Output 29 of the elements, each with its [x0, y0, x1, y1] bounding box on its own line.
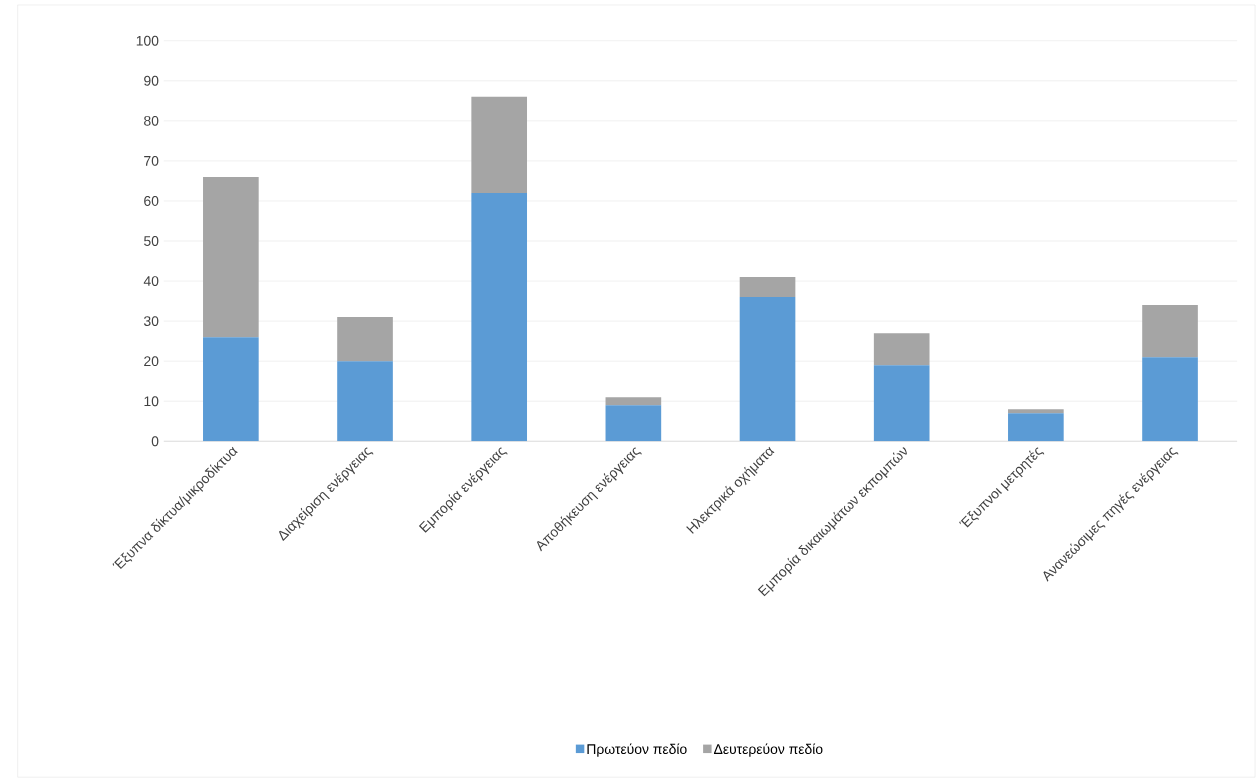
y-tick-label: 40 — [143, 276, 159, 286]
y-tick-label: 50 — [144, 236, 159, 246]
y-tick-label: 90 — [144, 75, 159, 86]
y-tick-label: 70 — [144, 155, 159, 166]
bar — [203, 176, 259, 338]
bar — [1142, 357, 1198, 442]
y-tick-label: 30 — [143, 316, 159, 326]
bar — [203, 337, 259, 442]
y-tick-label: 100 — [136, 35, 159, 46]
bar — [873, 333, 930, 366]
y-tick-label: 10 — [144, 396, 159, 407]
legend-label: Πρωτεύον πεδίο — [587, 743, 687, 757]
bar — [605, 397, 662, 406]
bar — [739, 276, 796, 298]
bar — [337, 361, 393, 442]
bar — [471, 96, 528, 193]
bar — [1142, 305, 1198, 358]
bar — [1008, 409, 1064, 414]
bar — [873, 365, 930, 442]
y-tick-label: 20 — [144, 356, 159, 367]
bar — [471, 192, 528, 442]
y-tick-label: 0 — [151, 436, 159, 447]
bar — [337, 317, 393, 362]
bar — [605, 405, 662, 442]
bar — [739, 297, 796, 442]
legend-label: Δευτερεύον πεδίο — [713, 743, 823, 757]
y-tick-label: 60 — [144, 195, 159, 206]
y-tick-label: 80 — [144, 115, 159, 126]
bar — [1008, 413, 1064, 442]
